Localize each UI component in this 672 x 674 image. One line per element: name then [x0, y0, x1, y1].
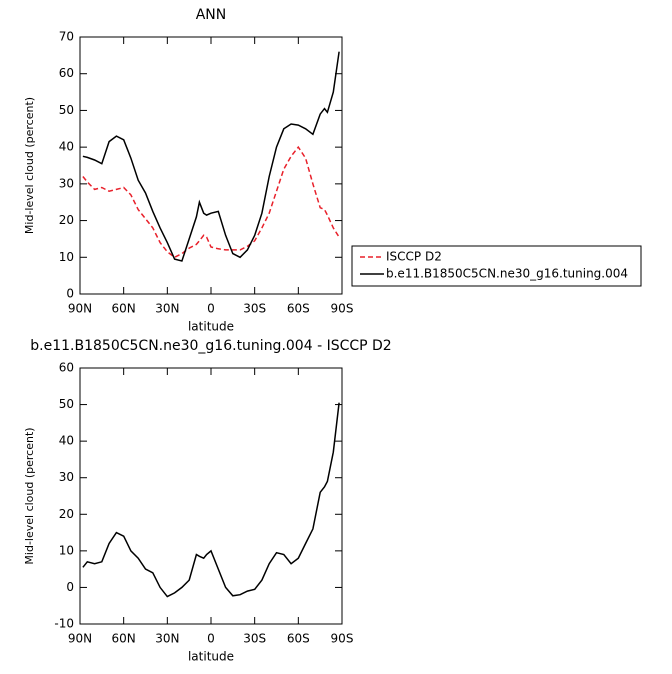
x-tick-label: 90S: [331, 302, 354, 316]
x-tick-label: 0: [207, 632, 215, 646]
x-tick-label: 90N: [68, 302, 92, 316]
y-tick-label: 0: [66, 580, 74, 594]
legend-label: ISCCP D2: [386, 250, 442, 264]
x-tick-label: 90S: [331, 632, 354, 646]
y-tick-label: 70: [59, 30, 74, 44]
y-axis-label: Mid-level cloud (percent): [23, 97, 36, 234]
x-tick-label: 30S: [243, 302, 266, 316]
chart-title: b.e11.B1850C5CN.ne30_g16.tuning.004 - IS…: [30, 338, 391, 354]
x-tick-label: 60S: [287, 632, 310, 646]
x-axis-label: latitude: [188, 650, 234, 664]
y-tick-label: 60: [59, 361, 74, 375]
data-line: [82, 51, 340, 262]
y-tick-label: 50: [59, 397, 74, 411]
y-tick-label: 10: [59, 250, 74, 264]
legend-box: [351, 245, 642, 287]
data-line: [82, 145, 340, 259]
plot-frame: [79, 367, 343, 625]
y-tick-label: 0: [66, 287, 74, 301]
x-axis-label: latitude: [188, 320, 234, 334]
chart-title: ANN: [196, 7, 227, 23]
y-tick-label: 30: [59, 176, 74, 190]
x-tick-label: 30N: [155, 302, 179, 316]
y-tick-label: 40: [59, 140, 74, 154]
y-tick-label: 20: [59, 213, 74, 227]
x-tick-label: 60N: [112, 632, 136, 646]
y-tick-label: 60: [59, 66, 74, 80]
y-tick-label: 20: [59, 507, 74, 521]
x-tick-label: 30S: [243, 632, 266, 646]
x-tick-label: 30N: [155, 632, 179, 646]
plot-frame: [79, 36, 343, 295]
y-tick-label: 30: [59, 470, 74, 484]
y-tick-label: 10: [59, 543, 74, 557]
y-axis-label: Mid-level cloud (percent): [23, 427, 36, 564]
x-tick-label: 60N: [112, 302, 136, 316]
y-tick-label: 40: [59, 434, 74, 448]
x-tick-label: 60S: [287, 302, 310, 316]
x-tick-label: 0: [207, 302, 215, 316]
y-tick-label: 50: [59, 103, 74, 117]
x-tick-label: 90N: [68, 632, 92, 646]
data-line: [82, 402, 340, 598]
y-tick-label: -10: [54, 617, 74, 631]
legend-label: b.e11.B1850C5CN.ne30_g16.tuning.004: [386, 267, 628, 281]
